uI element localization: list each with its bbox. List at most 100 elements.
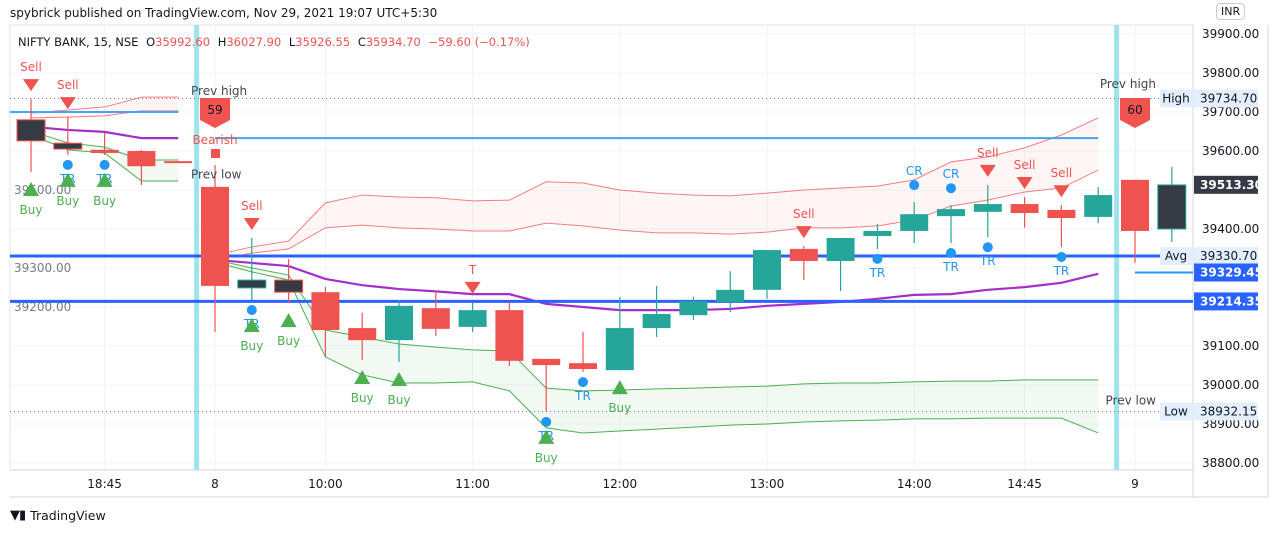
buy-arrow-icon <box>611 380 628 395</box>
sell-arrow-icon <box>243 217 260 230</box>
sell-arrow-icon <box>59 97 76 110</box>
avg-price-value: 39330.70 <box>1200 249 1257 263</box>
candle-body <box>201 186 229 286</box>
upper-band-outer-line <box>214 117 1099 256</box>
candle-body <box>274 279 304 293</box>
x-tick-label: 14:00 <box>897 477 932 491</box>
y-tick-label: 39700.00 <box>1202 105 1259 119</box>
y-tick-label: 39800.00 <box>1202 66 1259 80</box>
open-label: O <box>146 35 156 49</box>
sell-arrow-icon <box>795 226 812 239</box>
cr-label: CR <box>943 167 960 181</box>
buy-arrow-icon <box>243 317 260 332</box>
tradingview-logo-icon: ▼▮ <box>10 508 26 523</box>
sell-arrow-icon <box>464 281 481 294</box>
high-tag-label: High <box>1162 91 1190 105</box>
tr-label: TR <box>869 266 886 280</box>
low-value: 35926.55 <box>295 35 351 49</box>
last-level-price-value: 39329.45 <box>1200 266 1263 280</box>
sell-label: Sell <box>241 199 263 213</box>
prev-level-annotation: Prev low <box>1106 393 1157 407</box>
buy-arrow-icon <box>280 313 297 328</box>
candle-body <box>1121 179 1149 231</box>
buy-arrow-icon <box>538 429 555 444</box>
last-level-price-bg <box>1194 263 1258 282</box>
y-tick-label: 39900.00 <box>1202 27 1259 41</box>
currency-badge[interactable]: INR <box>1216 3 1246 20</box>
tr-dot-icon <box>872 253 883 264</box>
close-label: C <box>357 35 366 49</box>
low-label: L <box>288 35 296 49</box>
candle-body <box>569 363 597 370</box>
x-tick-label: 11:00 <box>455 477 490 491</box>
cr-dot-icon <box>909 180 920 191</box>
pattern-badge-label: Bearish <box>192 133 237 147</box>
tr-dot-icon <box>246 304 257 315</box>
pattern-badge <box>1120 98 1150 128</box>
candle-body <box>16 119 46 142</box>
candle-body <box>458 310 487 327</box>
y-tick-label: 39600.00 <box>1202 144 1259 158</box>
candle-body <box>311 292 340 331</box>
y-tick-label: 39300.00 <box>14 261 71 275</box>
footer: ▼▮ TradingView <box>10 508 106 523</box>
prev-level-annotation: Prev high <box>191 84 247 98</box>
lower-band-fill <box>215 259 1099 433</box>
tr-dot-icon <box>982 242 993 253</box>
buy-label: Buy <box>56 194 79 208</box>
close-value: 35934.70 <box>365 35 421 49</box>
candle-body <box>679 301 708 316</box>
candle-body <box>789 248 818 261</box>
high-price-bg <box>1194 89 1258 108</box>
buy-arrow-icon <box>23 182 39 197</box>
buy-arrow-icon <box>96 172 113 187</box>
buy-arrow-icon <box>59 172 76 187</box>
sell-label: Sell <box>793 207 815 221</box>
x-tick-label: 12:00 <box>603 477 638 491</box>
buy-label: Buy <box>388 393 411 407</box>
sell-arrow-icon <box>1016 177 1033 190</box>
change-value: −59.60 (−0.17%) <box>428 35 530 49</box>
brand-name: TradingView <box>30 508 106 523</box>
candle-body <box>127 151 156 167</box>
candle-body <box>605 328 634 371</box>
sell-arrow-icon <box>23 79 39 92</box>
sell-label: Sell <box>57 78 79 92</box>
low-tag-label: Low <box>1164 404 1188 418</box>
cr-label: CR <box>906 164 923 178</box>
tr-label: TR <box>574 389 591 403</box>
tr-dot-icon <box>99 159 110 170</box>
sell-arrow-icon <box>1053 185 1070 198</box>
sell-arrow-icon <box>979 164 996 177</box>
candle-body <box>973 204 1002 212</box>
candle-body <box>495 310 524 361</box>
moving-average-line <box>30 125 179 140</box>
y-tick-label: 39200.00 <box>14 300 71 314</box>
candle-body <box>900 214 929 231</box>
sell-label: Sell <box>977 146 999 160</box>
candle-body <box>1047 209 1076 219</box>
sell-label: Sell <box>20 60 42 74</box>
high-label: H <box>217 35 227 49</box>
low-price-bg <box>1194 402 1258 421</box>
avg-tag-label: Avg <box>1165 249 1187 263</box>
candle-body <box>348 328 377 341</box>
pattern-marker <box>211 149 220 158</box>
y-tick-label: 39000.00 <box>1202 378 1259 392</box>
buy-label: Buy <box>20 203 43 217</box>
candle-body <box>237 279 267 289</box>
x-tick-label: 8 <box>211 477 219 491</box>
x-tick-label: 14:45 <box>1007 477 1042 491</box>
last-price-price-bg <box>1194 175 1258 194</box>
tr-dot-icon <box>541 416 552 427</box>
avg-tag-bg <box>1160 247 1193 266</box>
candle-body <box>1084 195 1113 217</box>
buy-arrow-icon <box>391 371 407 386</box>
low-price-value: 38932.15 <box>1200 404 1257 418</box>
published-caption: spybrick published on TradingView.com, N… <box>10 6 438 20</box>
symbol-legend: NIFTY BANK, 15, NSE O35992.60 H36027.90 … <box>18 35 530 49</box>
candle-body <box>863 230 892 237</box>
prev-level-annotation: Prev low <box>191 167 242 181</box>
candle-body <box>164 161 193 164</box>
